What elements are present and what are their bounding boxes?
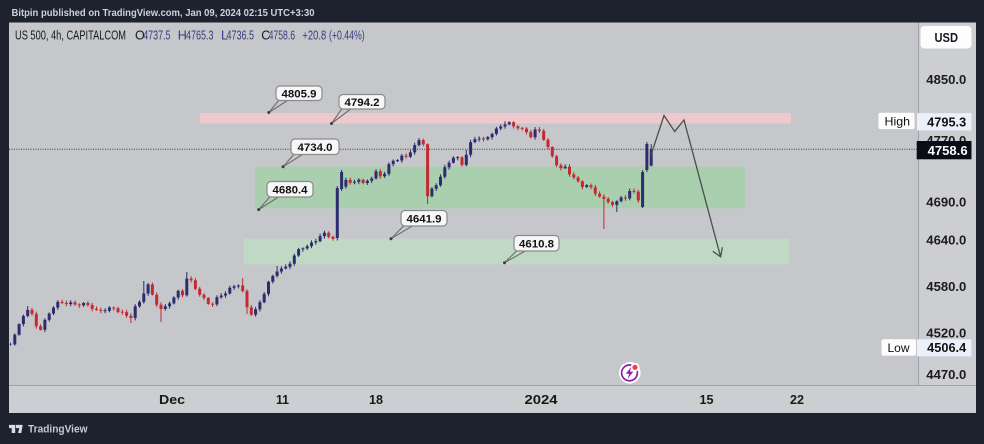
svg-text:4850.0: 4850.0 bbox=[926, 73, 966, 87]
svg-text:4758.6: 4758.6 bbox=[928, 143, 968, 158]
svg-text:4641.9: 4641.9 bbox=[407, 213, 442, 225]
svg-text:(+0.44%): (+0.44%) bbox=[329, 29, 365, 43]
svg-text:O: O bbox=[135, 29, 145, 43]
svg-text:C: C bbox=[261, 29, 270, 43]
svg-text:4520.0: 4520.0 bbox=[926, 326, 966, 340]
svg-text:4580.0: 4580.0 bbox=[926, 280, 966, 294]
svg-text:4794.2: 4794.2 bbox=[345, 97, 380, 109]
svg-text:4737.5: 4737.5 bbox=[143, 29, 170, 43]
svg-text:4610.8: 4610.8 bbox=[519, 238, 554, 250]
svg-text:2024: 2024 bbox=[525, 392, 559, 407]
svg-text:4640.0: 4640.0 bbox=[926, 234, 966, 248]
svg-text:+20.8: +20.8 bbox=[302, 29, 326, 43]
svg-text:4805.9: 4805.9 bbox=[282, 88, 317, 100]
svg-text:4734.0: 4734.0 bbox=[298, 142, 333, 154]
svg-text:4506.4: 4506.4 bbox=[927, 341, 966, 355]
svg-text:Low: Low bbox=[888, 341, 910, 355]
svg-text:4690.0: 4690.0 bbox=[926, 196, 966, 210]
svg-text:15: 15 bbox=[700, 392, 714, 407]
svg-text:18: 18 bbox=[369, 392, 383, 407]
svg-text:High: High bbox=[885, 114, 911, 128]
svg-text:H: H bbox=[178, 29, 187, 43]
svg-text:4765.3: 4765.3 bbox=[186, 29, 214, 43]
svg-text:Bitpin published on TradingVie: Bitpin published on TradingView.com, Jan… bbox=[12, 7, 315, 19]
svg-text:22: 22 bbox=[790, 392, 804, 407]
svg-text:4680.4: 4680.4 bbox=[273, 184, 309, 196]
svg-text:TradingView: TradingView bbox=[28, 423, 88, 435]
svg-text:Dec: Dec bbox=[159, 392, 185, 407]
svg-text:4470.0: 4470.0 bbox=[926, 368, 966, 382]
svg-text:4758.6: 4758.6 bbox=[269, 29, 296, 43]
svg-text:4736.5: 4736.5 bbox=[227, 29, 255, 43]
svg-text:L: L bbox=[221, 29, 228, 43]
svg-text:US 500, 4h, CAPITALCOM: US 500, 4h, CAPITALCOM bbox=[15, 29, 126, 43]
svg-text:11: 11 bbox=[276, 392, 289, 407]
svg-text:USD: USD bbox=[935, 31, 959, 45]
svg-text:4795.3: 4795.3 bbox=[927, 115, 966, 129]
